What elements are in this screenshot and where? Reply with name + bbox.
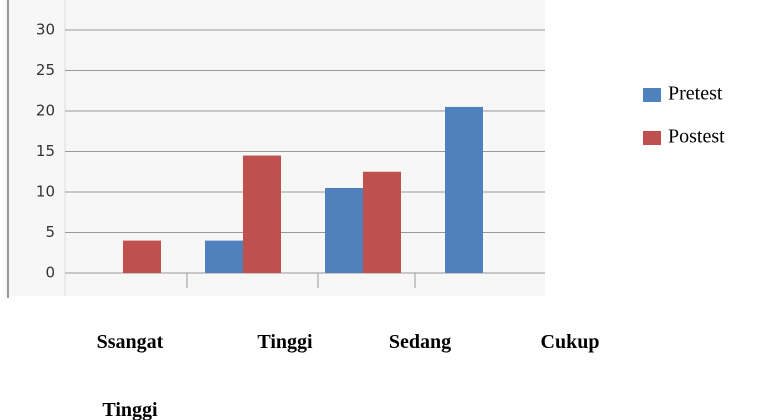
bar — [243, 155, 281, 273]
y-tick-label: 0 — [45, 264, 55, 282]
legend-label: Pretest — [668, 83, 723, 105]
legend-swatch — [643, 131, 661, 145]
y-tick-label: 25 — [36, 61, 55, 79]
y-tick-label: 30 — [36, 21, 55, 39]
bar — [363, 171, 401, 273]
bar — [123, 240, 161, 273]
x-tick-label: Ssangat Tinggi — [97, 331, 164, 420]
x-tick-label: Tinggi — [257, 331, 313, 353]
y-tick-label: 5 — [45, 223, 55, 241]
y-tick-label: 10 — [36, 183, 55, 201]
x-tick-label: Sedang — [389, 331, 451, 353]
bar — [445, 106, 483, 273]
legend-swatch — [643, 88, 661, 102]
legend-label: Postest — [668, 126, 725, 148]
bar — [325, 187, 363, 273]
bar — [205, 240, 243, 273]
y-tick-label: 15 — [36, 142, 55, 160]
x-tick-label: Cukup — [541, 331, 600, 353]
y-tick-label: 20 — [36, 102, 55, 120]
